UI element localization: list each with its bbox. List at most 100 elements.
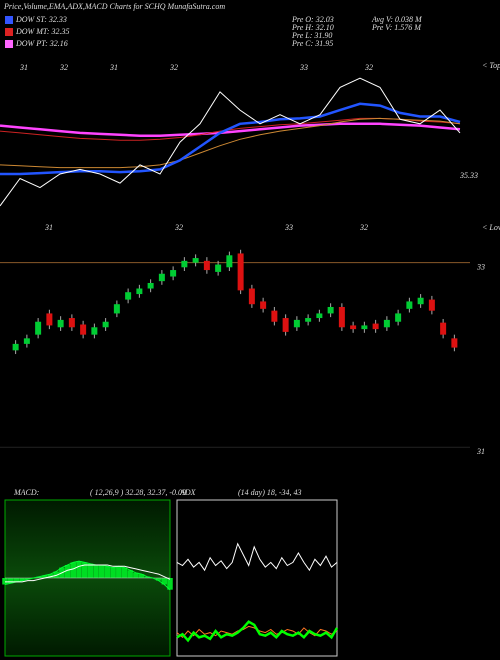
- legend-label: DOW PT: 32.16: [15, 39, 68, 48]
- info-text: Pre H: 32.10: [291, 23, 334, 32]
- tops-label: 32: [59, 63, 68, 72]
- macd-bar: [144, 576, 150, 578]
- candle-body: [102, 321, 109, 328]
- legend-swatch: [5, 40, 13, 48]
- tops-label: 33: [299, 63, 308, 72]
- info-text: Pre L: 31.90: [291, 31, 332, 40]
- lows-label: 32: [359, 223, 368, 232]
- candle-body: [451, 338, 458, 348]
- candle-body: [226, 255, 233, 268]
- info-text: Pre V: 1.576 M: [371, 23, 422, 32]
- candle-body: [406, 301, 413, 309]
- candle-body: [57, 319, 64, 328]
- line-series: [0, 102, 461, 176]
- macd-bar: [87, 563, 94, 578]
- legend-swatch: [5, 28, 13, 36]
- macd-bar: [70, 562, 77, 578]
- candle-body: [192, 258, 199, 263]
- candle-body: [248, 288, 255, 305]
- macd-bar: [116, 566, 122, 578]
- lows-label: 31: [44, 223, 53, 232]
- line-series: [4, 560, 171, 591]
- candle-body: [271, 310, 278, 322]
- line-series: [0, 117, 461, 169]
- adx-label: ADX: [179, 488, 197, 497]
- macd-bar: [138, 574, 145, 578]
- candle-body: [338, 306, 345, 328]
- macd-bar: [13, 578, 20, 582]
- chart-title: Price,Volume,EMA,ADX,MACD Charts for SCH…: [3, 2, 225, 11]
- candle-body: [181, 260, 188, 268]
- macd-bar: [2, 578, 8, 585]
- y-tick-label: 33: [476, 263, 485, 272]
- legend-swatch: [5, 16, 13, 24]
- macd-bar: [133, 572, 139, 578]
- macd-bar: [93, 565, 99, 578]
- candle-body: [395, 313, 402, 322]
- candle-body: [327, 306, 334, 314]
- macd-bar: [167, 578, 173, 590]
- line-series: [176, 620, 339, 643]
- candle-body: [260, 301, 267, 309]
- candle-body: [23, 338, 30, 344]
- candle-body: [417, 297, 424, 305]
- candle-body: [428, 299, 435, 311]
- candle-body: [305, 318, 312, 322]
- macd-bar: [7, 578, 14, 584]
- lows-label: 33: [284, 223, 293, 232]
- macd-bar: [127, 570, 133, 578]
- macd-bar: [110, 567, 116, 578]
- line-series: [0, 77, 461, 207]
- macd-bar: [64, 565, 71, 578]
- tops-label: 31: [109, 63, 118, 72]
- candle-body: [12, 343, 19, 351]
- candle-body: [68, 318, 75, 328]
- candle-body: [125, 292, 132, 300]
- adx-params: (14 day) 18, -34, 43: [238, 488, 302, 497]
- candle-body: [80, 324, 87, 335]
- candle-body: [147, 282, 154, 289]
- candle-body: [293, 319, 300, 328]
- macd-bar: [25, 578, 31, 580]
- candle-body: [361, 325, 368, 330]
- macd-bar: [155, 578, 162, 581]
- tops-label: 32: [169, 63, 178, 72]
- macd-params: ( 12,26,9 ) 32.28, 32.37, -0.09: [90, 488, 186, 497]
- info-text: Pre O: 32.03: [291, 15, 334, 24]
- candle-body: [91, 327, 98, 335]
- candle-body: [113, 304, 120, 314]
- candle-body: [46, 313, 53, 326]
- macd-bar: [121, 567, 128, 578]
- candle-body: [35, 321, 42, 335]
- candle-body: [383, 319, 390, 328]
- candle-body: [372, 323, 379, 330]
- lows-marker: < Lows: [482, 223, 500, 232]
- candle-body: [203, 260, 210, 271]
- candle-body: [158, 273, 165, 282]
- info-text: Pre C: 31.95: [291, 39, 333, 48]
- tops-label: 32: [364, 63, 373, 72]
- candle-body: [282, 318, 289, 332]
- info-text: Avg V: 0.038 M: [371, 15, 423, 24]
- candle-body: [136, 288, 143, 295]
- candle-body: [170, 270, 177, 277]
- macd-bar: [161, 578, 168, 585]
- candle-body: [237, 253, 244, 291]
- macd-bar: [53, 571, 59, 578]
- line-series: [0, 122, 461, 137]
- legend-label: DOW ST: 32.33: [15, 15, 67, 24]
- tops-label: 31: [19, 63, 28, 72]
- side-label: 35.33: [459, 171, 478, 180]
- candle-body: [316, 313, 323, 319]
- lows-label: 32: [174, 223, 183, 232]
- macd-bar: [76, 561, 82, 578]
- line-series: [5, 564, 171, 583]
- candle-body: [440, 322, 447, 335]
- macd-bar: [104, 566, 111, 578]
- candle-body: [350, 325, 357, 330]
- candle-body: [215, 264, 222, 272]
- macd-bar: [98, 565, 105, 578]
- legend-label: DOW MT: 32.35: [15, 27, 70, 36]
